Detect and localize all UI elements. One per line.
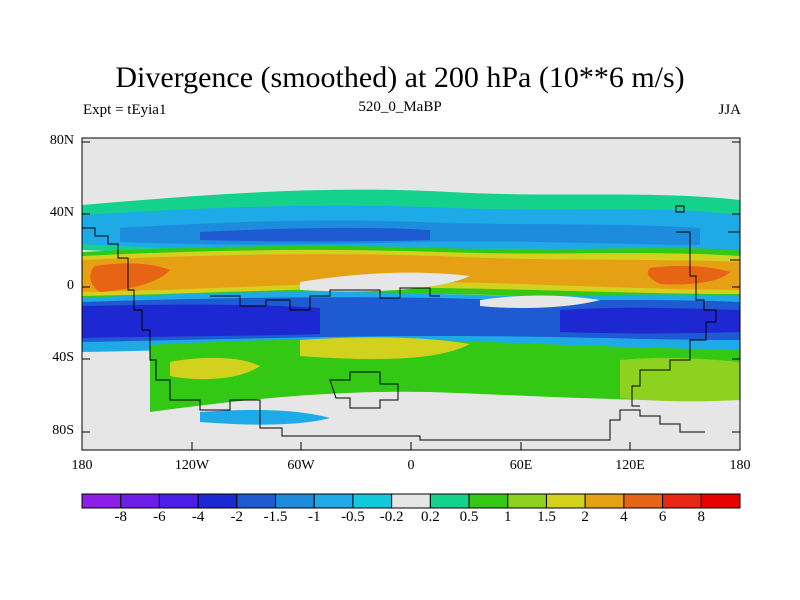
colorbar-label: 2 [581, 509, 589, 525]
contour-shs-yellow-2 [170, 357, 260, 380]
contour-eq-darkorange-east [647, 265, 730, 285]
lon-label-60e: 60E [509, 458, 533, 473]
contour-shs-yellow [300, 337, 470, 360]
colorbar-swatch [313, 493, 354, 509]
colorbar-swatch [700, 493, 741, 509]
colorbar-label: 4 [620, 509, 628, 525]
colorbar-label: 0.2 [420, 509, 440, 525]
colorbar-label: 6 [658, 509, 667, 525]
colorbar-label: -2 [230, 509, 244, 525]
colorbar-swatch [545, 493, 586, 509]
period-label: 520_0_MaBP [358, 99, 442, 115]
plot-title: Divergence (smoothed) at 200 hPa (10**6 … [115, 61, 685, 94]
colorbar-swatch [662, 493, 702, 509]
coastlines [82, 205, 740, 441]
lon-label-0: 0 [407, 458, 415, 473]
coastline-east-continent [631, 231, 717, 407]
lon-label-180w: 180 [71, 458, 93, 473]
colorbar-label: -6 [153, 509, 166, 525]
colorbar-label: -0.5 [341, 509, 365, 525]
colorbar-swatch [158, 493, 199, 509]
colorbar-swatch [507, 493, 547, 509]
contour-sh-darkblue [82, 304, 320, 338]
lat-label-40n: 40N [49, 205, 74, 220]
lon-label-120w: 120W [174, 458, 210, 473]
contour-shs-green [150, 339, 740, 412]
colorbar-label: -8 [114, 509, 127, 525]
colorbar-swatch [391, 493, 431, 509]
lat-label-0: 0 [67, 278, 74, 293]
experiment-label: Expt = tEyia1 [83, 102, 167, 118]
coastline-west-continent [82, 227, 705, 441]
colorbar-swatch [275, 493, 315, 509]
colorbar-label: 0.5 [459, 509, 479, 525]
colorbar-swatch [120, 493, 160, 509]
contour-lens-white-1 [300, 272, 470, 292]
colorbar-swatch [81, 493, 122, 509]
contour-sh-darkblue-east [560, 307, 740, 334]
divergence-field [82, 189, 740, 450]
lon-label-180e: 180 [729, 458, 751, 473]
colorbar-label: -1.5 [263, 509, 288, 525]
colorbar-label: 1.5 [537, 509, 556, 525]
colorbar-swatch [236, 493, 277, 509]
lat-tick-marks [82, 141, 740, 433]
lon-label-120e: 120E [615, 458, 645, 473]
colorbar-swatch [429, 493, 470, 509]
colorbar-label: -4 [191, 509, 205, 525]
colorbar-label: -1 [307, 509, 321, 525]
colorbar-swatch [468, 493, 509, 509]
season-label: JJA [718, 102, 741, 118]
contour-lens-white-2 [480, 295, 600, 308]
lat-label-40s: 40S [52, 350, 74, 365]
colorbar [81, 493, 741, 509]
lon-tick-marks [81, 442, 741, 450]
colorbar-swatch [197, 493, 238, 509]
lon-label-60w: 60W [287, 458, 315, 473]
coastline-east-edge [728, 231, 740, 300]
colorbar-swatch [623, 493, 664, 509]
lat-label-80s: 80S [52, 423, 74, 438]
contour-nh-darkblue [200, 227, 430, 242]
colorbar-swatch [352, 493, 393, 509]
coastline-southern-island [329, 371, 399, 409]
lat-label-80n: 80N [49, 133, 74, 148]
contour-south-blue-blob [200, 410, 330, 425]
contour-eq-darkorange-west [90, 263, 170, 292]
colorbar-label: -0.2 [379, 509, 404, 525]
coastline-central-continent [210, 287, 440, 311]
coastline-isle [675, 205, 685, 213]
contour-shs-green-east [620, 357, 740, 402]
colorbar-label: 1 [504, 509, 512, 525]
colorbar-swatch [584, 493, 625, 509]
colorbar-label: 8 [697, 509, 706, 525]
